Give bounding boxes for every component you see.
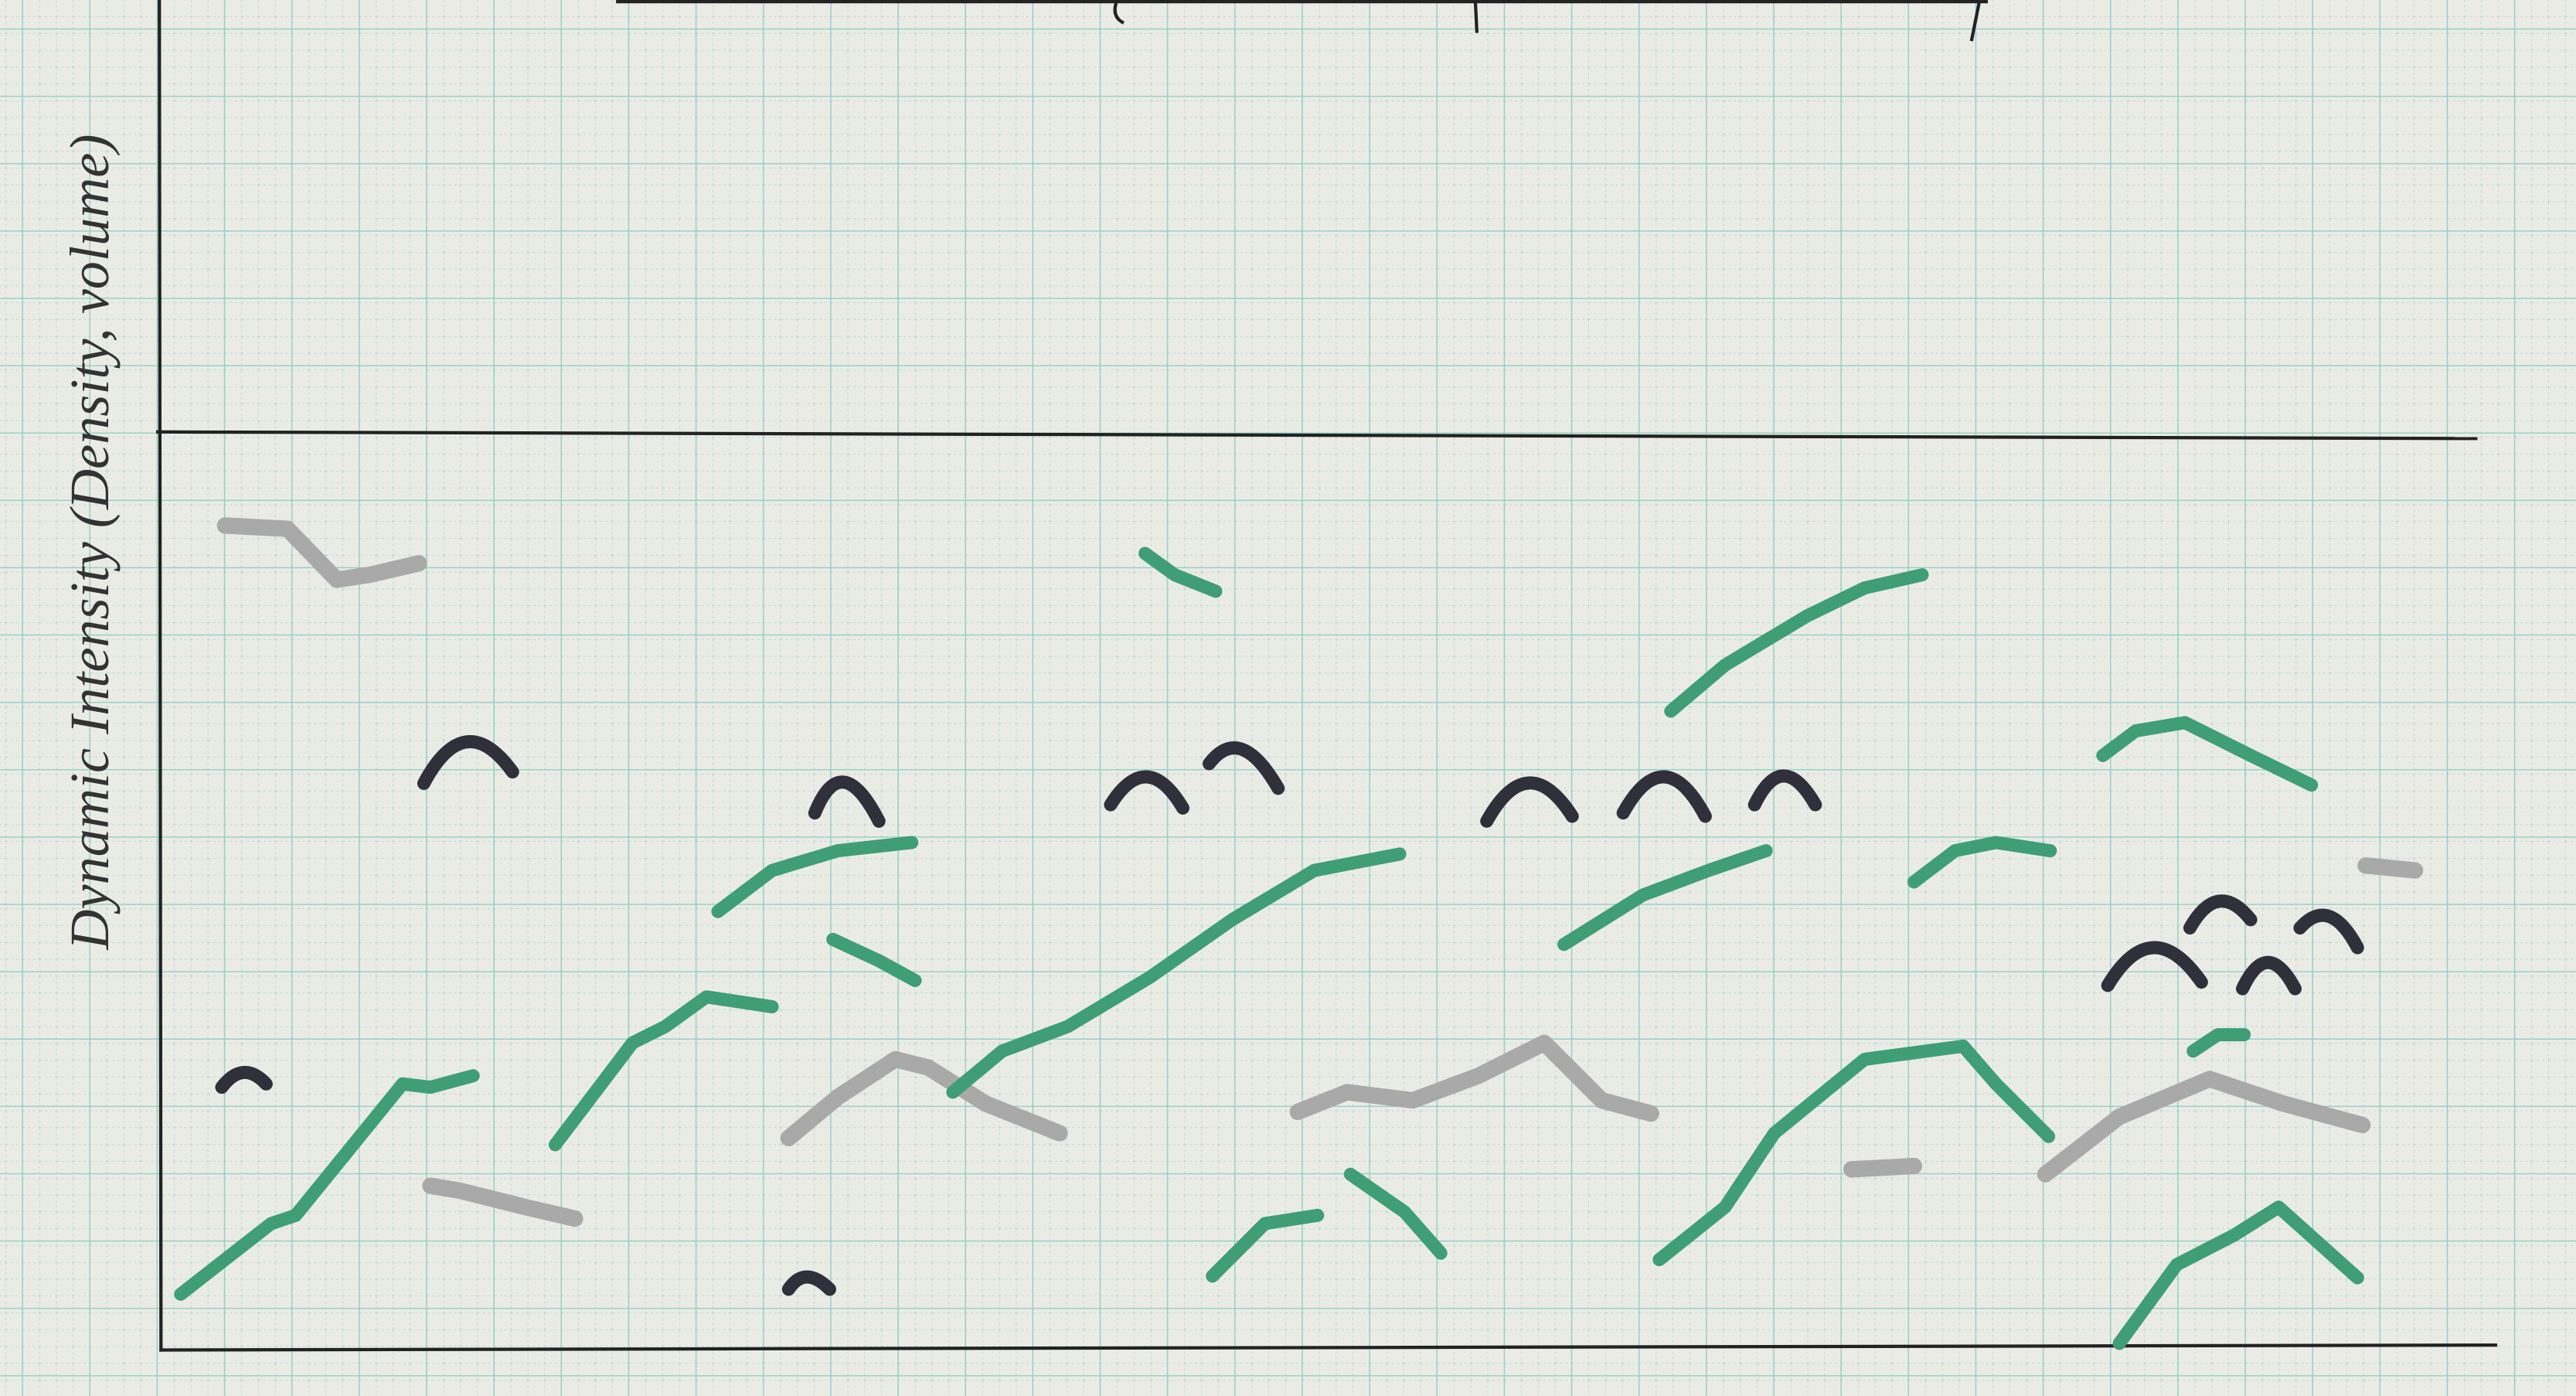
black-arcs (215, 735, 2364, 1296)
green-strokes (174, 546, 2364, 1350)
gray-strokes (216, 517, 2424, 1227)
axes (155, 0, 2497, 1352)
axis-label: Dynamic Intensity (Density, volume) (59, 134, 121, 951)
